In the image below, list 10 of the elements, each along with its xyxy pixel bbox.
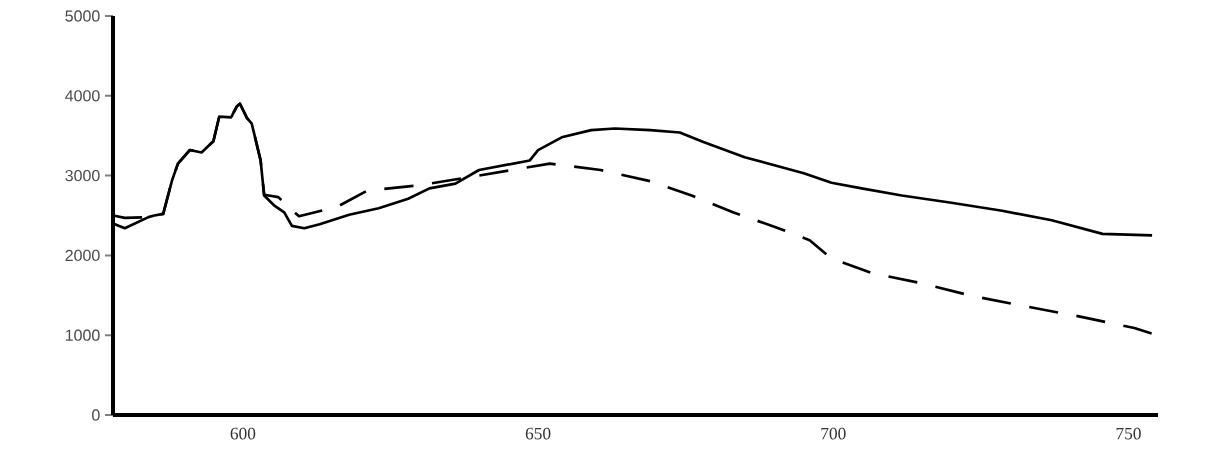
y-tick-label: 0	[92, 409, 100, 421]
x-tick-label: 750	[1116, 427, 1141, 440]
x-tick-label: 700	[821, 427, 846, 440]
y-tick-label: 3000	[65, 169, 100, 182]
x-tick-label: 650	[525, 427, 551, 440]
y-tick-label: 2000	[65, 249, 100, 262]
y-tick-label: 1000	[65, 329, 100, 341]
y-tick-label: 5000	[65, 10, 100, 22]
y-tick-label: 4000	[65, 90, 100, 102]
x-tick-label: 600	[230, 427, 256, 440]
